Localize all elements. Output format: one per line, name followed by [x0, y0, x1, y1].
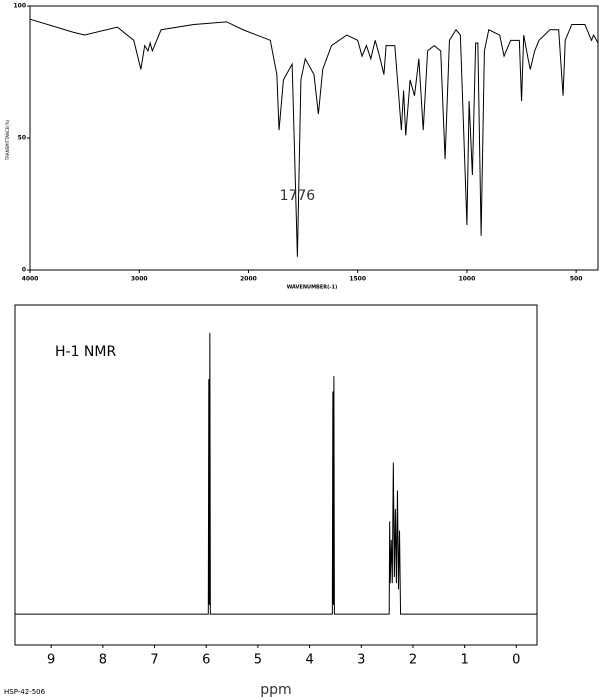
x-tick-label: 1000: [459, 276, 476, 283]
x-tick-label: 1: [461, 653, 469, 668]
x-tick-label: 7: [150, 653, 158, 668]
spectrum-line: [29, 18, 599, 257]
x-tick-label: 6: [202, 653, 210, 668]
y-tick-label: 100: [13, 3, 26, 10]
plot-frame: [29, 5, 599, 271]
y-tick-label: 0: [22, 267, 26, 274]
x-tick-label: 2: [409, 653, 417, 668]
x-axis-label: WAVENUMBER(-1): [287, 285, 338, 291]
x-axis-label: ppm: [260, 682, 291, 698]
x-tick-label: 3: [357, 653, 365, 668]
x-tick-label: 8: [99, 653, 107, 668]
x-tick-label: 9: [47, 653, 55, 668]
x-tick-label: 1500: [349, 276, 366, 283]
annotation: 1776: [280, 188, 316, 204]
chart-title: H-1 NMR: [55, 344, 116, 360]
footnote: HSP-42-506: [4, 688, 46, 696]
x-tick-label: 5: [254, 653, 262, 668]
x-tick-label: 0: [512, 653, 520, 668]
x-tick-label: 4: [305, 653, 313, 668]
y-tick-label: 50: [18, 135, 26, 142]
plot-frame: [14, 304, 538, 646]
y-axis-label: TRANSMITTANCE(%): [5, 119, 10, 161]
x-tick-label: 500: [570, 276, 583, 283]
x-tick-label: 4000: [22, 276, 39, 283]
spectrum-line: [15, 332, 537, 615]
x-tick-label: 2000: [240, 276, 257, 283]
x-tick-label: 3000: [131, 276, 148, 283]
